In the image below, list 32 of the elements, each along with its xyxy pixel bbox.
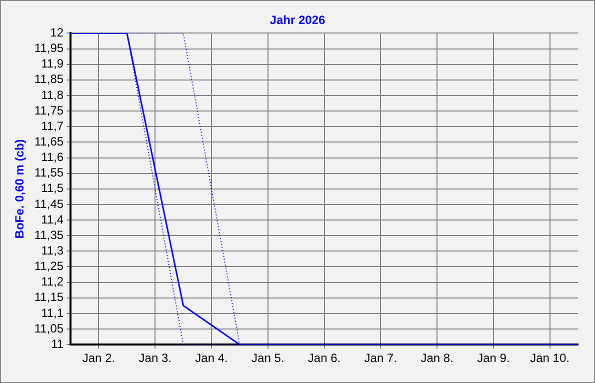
y-tick-label: 11,45: [34, 196, 64, 211]
x-tick-label: Jan 7.: [364, 351, 398, 366]
x-tick-label: Jan 4.: [195, 351, 228, 366]
y-tick-label: 11,05: [34, 321, 64, 336]
y-tick-label: 11,15: [34, 290, 64, 304]
y-tick-label: 11,7: [41, 118, 64, 133]
y-tick-label: 11,8: [41, 88, 64, 102]
y-tick-label: 11,4: [41, 212, 64, 226]
y-tick-label: 11,3: [41, 243, 64, 258]
y-tick-label: 11,9: [41, 56, 64, 71]
chart-title: Jahr 2026: [268, 13, 326, 27]
x-tick-label: Jan 9.: [477, 351, 510, 366]
y-tick-label: 11,6: [41, 150, 64, 164]
x-tick-label: Jan 2.: [82, 351, 116, 366]
y-axis-title: BoFe. 0,60 m (cb): [12, 139, 27, 239]
y-tick-label: 11,25: [34, 259, 64, 274]
y-tick-label: 11,85: [34, 72, 64, 86]
y-tick-label: 11,95: [34, 41, 64, 56]
y-tick-label: 11: [51, 336, 64, 351]
y-tick-label: 11,65: [34, 134, 64, 149]
x-tick-label: Jan 10.: [530, 351, 570, 366]
x-tick-label: Jan 5.: [252, 351, 284, 366]
y-tick-label: 11,5: [41, 181, 64, 196]
y-tick-label: 12: [50, 26, 64, 40]
y-tick-label: 11,55: [34, 166, 64, 180]
x-tick-label: Jan 3.: [138, 351, 172, 366]
x-tick-label: Jan 6.: [308, 351, 341, 366]
y-tick-label: 11,75: [34, 103, 64, 118]
y-tick-label: 11,2: [41, 274, 64, 289]
x-tick-label: Jan 8.: [420, 351, 454, 366]
y-tick-label: 11,1: [41, 306, 64, 320]
y-tick-label: 11,35: [34, 228, 64, 242]
